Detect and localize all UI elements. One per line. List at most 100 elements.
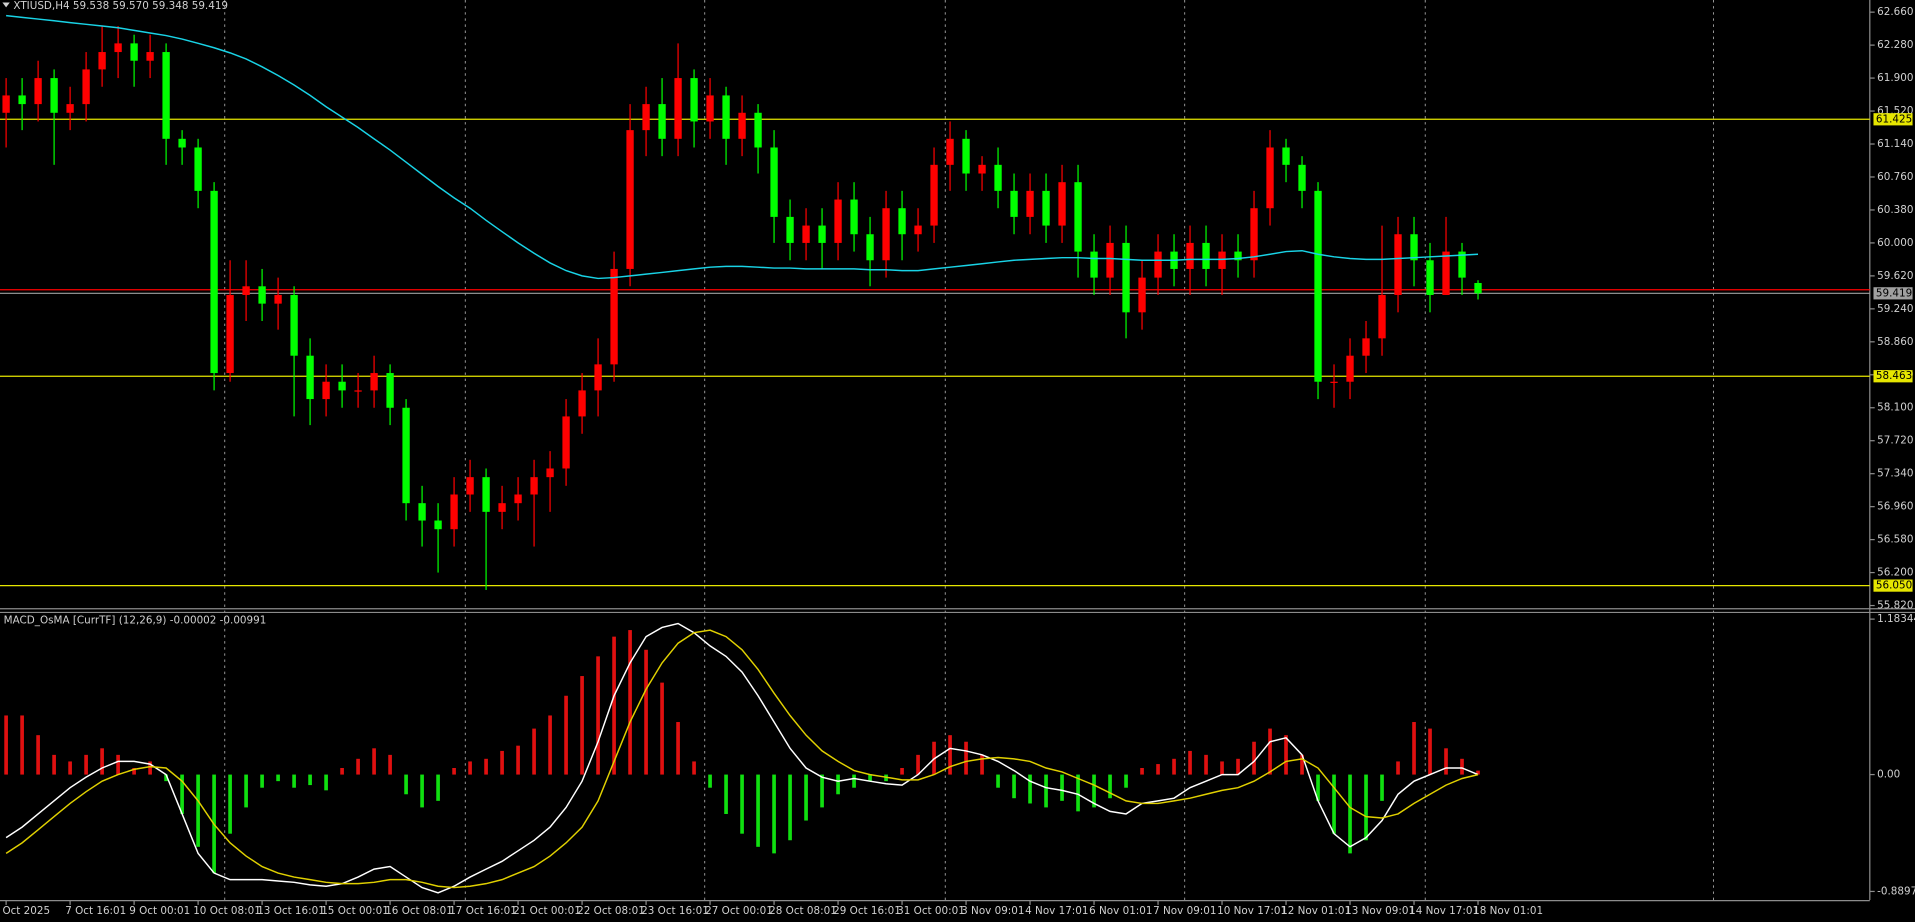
histogram-bar — [596, 656, 600, 775]
histogram-bar — [1140, 768, 1144, 775]
histogram-bar — [548, 715, 552, 775]
histogram-bar — [996, 774, 1000, 788]
x-tick-label: 13 Oct 16:01 — [257, 905, 325, 917]
histogram-bar — [1028, 774, 1032, 804]
candle-body — [1458, 251, 1466, 278]
histogram-bar — [4, 715, 8, 775]
candle-body — [114, 43, 122, 53]
price-tag — [1873, 370, 1913, 383]
candle-body — [322, 381, 330, 400]
candle-body — [2, 95, 10, 113]
histogram-bar — [532, 728, 536, 775]
y-tick-label: 56.580 — [1877, 534, 1913, 546]
y-tick-label: -0.88977 — [1877, 885, 1915, 897]
candle-body — [1074, 182, 1082, 252]
y-tick-label: 62.280 — [1877, 39, 1913, 51]
candle-body — [34, 78, 42, 105]
candle-body — [1266, 147, 1274, 209]
histogram-bar — [964, 741, 968, 775]
candle-body — [1234, 251, 1242, 261]
histogram-bar — [228, 774, 232, 834]
price-tag-label: 58.463 — [1876, 370, 1912, 382]
histogram-bar — [420, 774, 424, 808]
x-tick-label: 10 Nov 17:01 — [1217, 905, 1287, 917]
x-tick-label: 15 Oct 00:01 — [321, 905, 389, 917]
histogram-bar — [100, 748, 104, 775]
candle-body — [1394, 234, 1402, 295]
histogram-bar — [724, 774, 728, 814]
candle-body — [386, 373, 394, 408]
histogram-bar — [388, 754, 392, 775]
candle-body — [306, 355, 314, 400]
candle-body — [1362, 338, 1370, 356]
histogram-bar — [1316, 774, 1320, 801]
candle-body — [130, 43, 138, 61]
histogram-bar — [804, 774, 808, 821]
candle-body — [354, 390, 362, 392]
x-tick-label: 7 Nov 09:01 — [1153, 905, 1216, 917]
y-tick-label: 56.960 — [1877, 501, 1913, 513]
x-tick-label: 10 Oct 08:01 — [193, 905, 261, 917]
candle-body — [1330, 381, 1338, 383]
moving-average — [6, 14, 1479, 280]
histogram-bar — [500, 750, 504, 775]
histogram-bar — [1444, 748, 1448, 775]
candle-body — [530, 477, 538, 495]
candle-body — [66, 104, 74, 113]
x-tick-label: 4 Nov 17:01 — [1025, 905, 1088, 917]
x-tick-label: Oct 2025 — [2, 905, 50, 917]
histogram-bar — [1108, 774, 1112, 799]
candle-body — [802, 225, 810, 243]
histogram-bar — [68, 761, 72, 775]
candle-body — [658, 104, 666, 139]
candle-body — [178, 138, 186, 148]
y-tick-label: 61.900 — [1877, 72, 1913, 84]
histogram-bar — [340, 768, 344, 775]
histogram-bar — [740, 774, 744, 834]
candle-body — [338, 381, 346, 391]
histogram-bar — [852, 774, 856, 788]
x-tick-label: 21 Oct 00:01 — [513, 905, 581, 917]
candle-body — [146, 52, 154, 61]
histogram-bar — [1396, 761, 1400, 775]
price-tag-label: 61.425 — [1876, 113, 1912, 125]
candle-body — [82, 69, 90, 105]
x-tick-label: 22 Oct 08:01 — [577, 905, 645, 917]
histogram-bar — [580, 676, 584, 775]
histogram-bar — [868, 774, 872, 782]
x-tick-label: 17 Oct 16:01 — [449, 905, 517, 917]
candle-body — [418, 503, 426, 521]
y-tick-label: 58.860 — [1877, 336, 1913, 348]
histogram-bar — [692, 761, 696, 775]
x-tick-label: 27 Oct 00:01 — [705, 905, 773, 917]
candle-body — [946, 138, 954, 165]
candle-body — [866, 234, 874, 261]
histogram-bar — [132, 768, 136, 775]
candle-body — [978, 164, 986, 174]
histogram-bar — [52, 754, 56, 775]
x-tick-label: 12 Nov 01:01 — [1281, 905, 1351, 917]
histogram-bar — [84, 754, 88, 775]
histogram-bar — [260, 774, 264, 788]
candle-body — [818, 225, 826, 243]
candle-body — [434, 520, 442, 530]
histogram-bar — [836, 774, 840, 795]
symbol-marker — [2, 2, 10, 8]
x-tick-label: 3 Nov 09:01 — [961, 905, 1024, 917]
candle-body — [674, 78, 682, 139]
histogram-bar — [36, 735, 40, 775]
candle-body — [1442, 251, 1450, 295]
histogram-bar — [1188, 750, 1192, 775]
histogram-bar — [1076, 774, 1080, 812]
histogram-bar — [116, 754, 120, 775]
histogram-bar — [292, 774, 296, 788]
histogram-bar — [756, 774, 760, 847]
histogram-bar — [628, 630, 632, 775]
x-tick-label: 29 Oct 16:01 — [833, 905, 901, 917]
indicator-line — [5, 629, 1479, 889]
candle-body — [1154, 251, 1162, 278]
candle-body — [578, 390, 586, 417]
x-tick-label: 9 Oct 00:01 — [129, 905, 190, 917]
price-tag — [1873, 579, 1913, 592]
candle-body — [1010, 190, 1018, 217]
